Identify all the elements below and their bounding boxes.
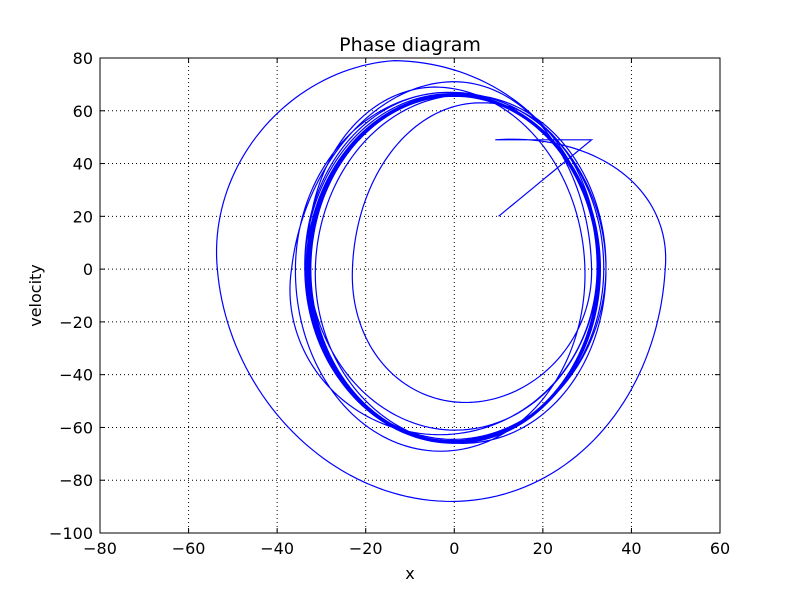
y-tick-label: −60 [59,418,93,437]
x-axis-label: x [405,564,414,583]
x-tick-label: 0 [449,539,459,558]
phase-series-line [215,60,667,503]
x-axis-ticks: −80 −60 −40 −20 0 20 40 60 [83,58,730,558]
y-tick-label: −20 [59,313,93,332]
y-tick-label: 20 [73,207,93,226]
y-tick-label: 0 [83,260,93,279]
y-axis-label: velocity [26,264,45,327]
y-tick-label: 80 [73,49,93,68]
x-tick-label: 40 [621,539,641,558]
grid-lines [100,58,720,533]
chart-title: Phase diagram [339,34,481,56]
x-tick-label: 20 [533,539,553,558]
x-tick-label: −40 [260,539,294,558]
x-tick-label: 60 [710,539,730,558]
x-tick-label: −20 [349,539,383,558]
y-tick-label: 60 [73,102,93,121]
y-tick-label: −40 [59,366,93,385]
y-tick-label: 40 [73,155,93,174]
y-tick-label: −100 [49,524,93,543]
x-tick-label: −80 [83,539,117,558]
y-axis-ticks: −100 −80 −60 −40 −20 0 20 40 60 80 [49,49,720,543]
phase-curve [215,60,667,503]
x-tick-label: −60 [172,539,206,558]
y-tick-label: −80 [59,471,93,490]
plot-frame [99,57,721,534]
